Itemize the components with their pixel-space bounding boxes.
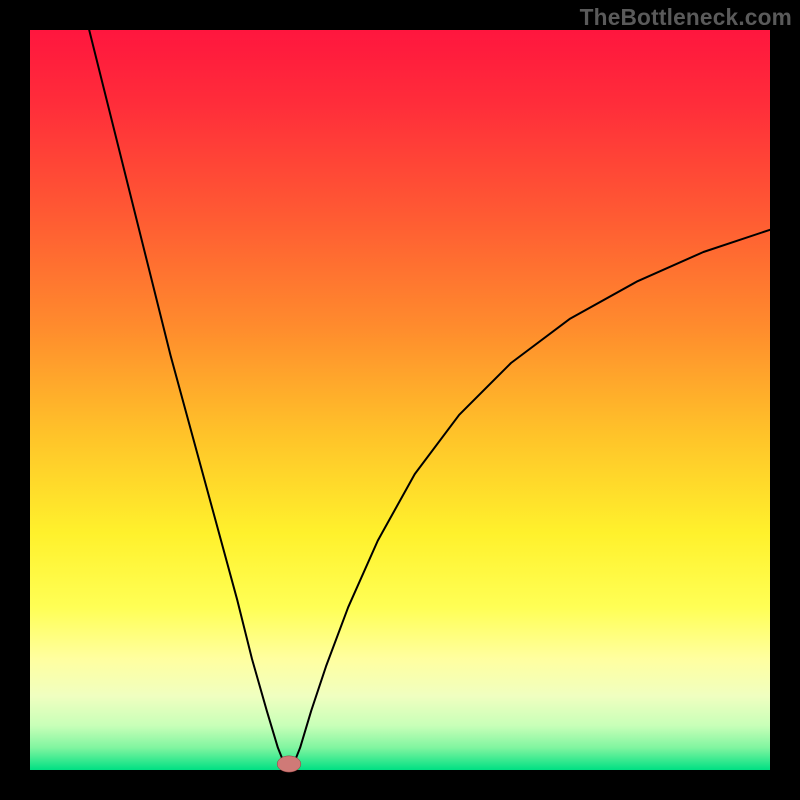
watermark-text: TheBottleneck.com — [580, 4, 792, 31]
optimal-point-marker — [275, 754, 303, 774]
bottleneck-curve — [0, 0, 800, 800]
chart-canvas: TheBottleneck.com — [0, 0, 800, 800]
